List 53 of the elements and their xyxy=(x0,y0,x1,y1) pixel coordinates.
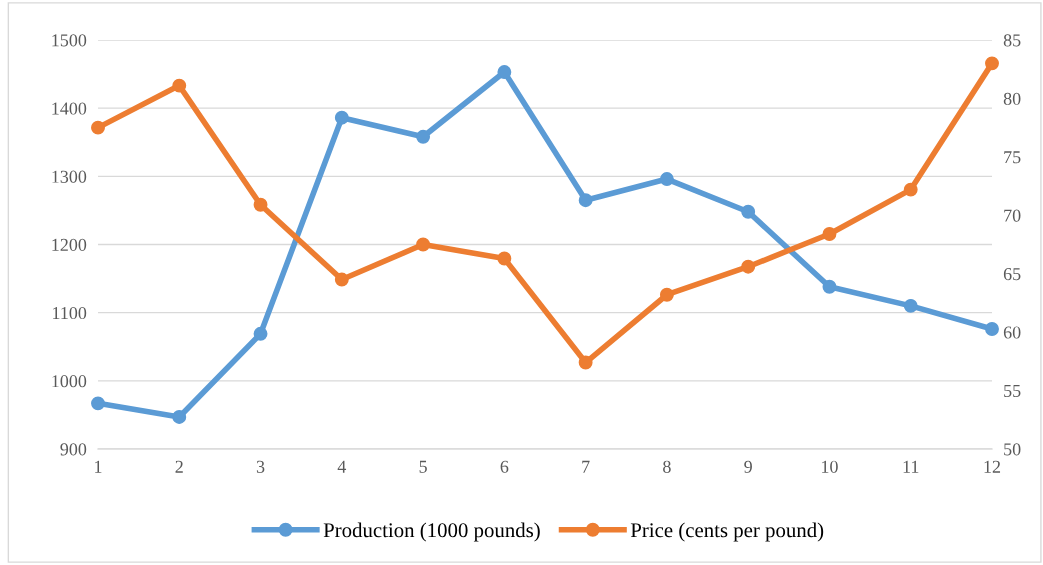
point xyxy=(416,129,431,144)
y2-tick-label: 75 xyxy=(1004,151,1021,164)
y2-tick-label: 80 xyxy=(1003,92,1021,105)
y-tick-label: 1500 xyxy=(52,34,87,47)
point xyxy=(659,287,674,302)
point xyxy=(578,193,593,208)
x-tick-label: 10 xyxy=(822,460,838,473)
x-tick-label: 11 xyxy=(903,460,919,473)
x-tick-label: 2 xyxy=(175,460,183,473)
y-tick-label: 1200 xyxy=(52,238,87,251)
x-tick-label: 7 xyxy=(582,460,590,473)
x-tick-label: 8 xyxy=(663,460,671,473)
y-tick-label: 1100 xyxy=(53,306,87,320)
point xyxy=(91,120,105,135)
point xyxy=(741,204,756,219)
x-tick-label: 12 xyxy=(984,460,1001,473)
legend-label: Price (cents per pound) xyxy=(630,522,824,542)
y-tick-label: 1300 xyxy=(52,170,87,183)
y2-tick-label: 70 xyxy=(1004,209,1021,222)
point xyxy=(172,410,187,424)
y-tick-label: 1400 xyxy=(52,102,87,115)
point xyxy=(497,251,512,266)
point xyxy=(578,355,593,370)
point xyxy=(253,326,268,341)
point xyxy=(334,110,349,125)
y2-tick-label: 65 xyxy=(1003,268,1021,281)
point xyxy=(334,272,349,287)
x-tick-label: 1 xyxy=(95,460,102,473)
point xyxy=(985,56,999,71)
y2-tick-label: 60 xyxy=(1003,326,1021,339)
point xyxy=(822,279,837,294)
point xyxy=(91,396,105,411)
x-tick-label: 3 xyxy=(256,460,265,473)
y-tick-label: 900 xyxy=(60,443,87,456)
point xyxy=(659,172,674,187)
point xyxy=(741,259,756,274)
y2-tick-label: 50 xyxy=(1004,443,1021,456)
point xyxy=(172,78,187,93)
x-tick-label: 4 xyxy=(337,460,347,473)
point xyxy=(903,298,918,313)
x-tick-label: 5 xyxy=(419,460,427,473)
y2-tick-label: 55 xyxy=(1004,385,1021,398)
x-tick-label: 6 xyxy=(500,460,509,473)
point xyxy=(497,65,512,79)
y2-tick-label: 85 xyxy=(1003,34,1021,47)
point xyxy=(416,237,431,252)
point xyxy=(822,227,837,241)
y-tick-label: 1000 xyxy=(52,375,87,388)
point xyxy=(253,197,268,212)
legend-label: Production (1000 pounds) xyxy=(323,522,540,542)
x-tick-label: 9 xyxy=(744,460,752,473)
point xyxy=(985,322,999,336)
point xyxy=(903,182,918,197)
